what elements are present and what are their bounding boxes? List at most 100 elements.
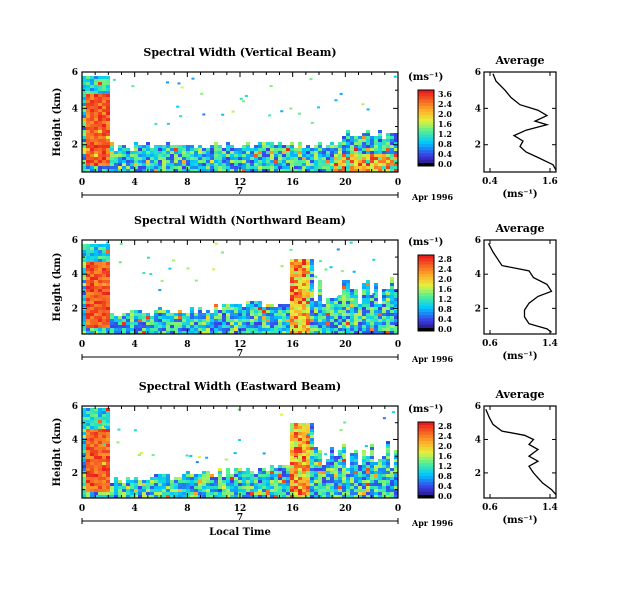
heatmap-cell bbox=[102, 435, 106, 438]
heatmap-cell bbox=[362, 298, 366, 301]
heatmap-cell bbox=[106, 163, 110, 166]
heatmap-cell bbox=[266, 310, 270, 313]
heatmap-cell bbox=[170, 148, 174, 151]
heatmap-cell bbox=[102, 477, 106, 480]
heatmap-cell bbox=[290, 468, 294, 471]
heatmap-cell bbox=[358, 145, 362, 148]
heatmap-cell bbox=[94, 447, 98, 450]
heatmap-cell bbox=[106, 82, 110, 85]
heatmap-cell bbox=[154, 151, 158, 154]
heatmap-cell bbox=[286, 319, 290, 322]
heatmap-cell bbox=[146, 142, 150, 145]
heatmap-cell bbox=[298, 169, 302, 172]
heatmap-cell bbox=[382, 474, 386, 477]
heatmap-cell bbox=[86, 280, 90, 283]
heatmap-cell bbox=[134, 148, 138, 151]
heatmap-cell bbox=[222, 307, 226, 310]
heatmap-cell bbox=[310, 316, 314, 319]
heatmap-cell bbox=[158, 160, 162, 163]
heatmap-cell bbox=[194, 313, 198, 316]
heatmap-cell bbox=[350, 160, 354, 163]
heatmap-cell bbox=[306, 298, 310, 301]
heatmap-cell bbox=[302, 151, 306, 154]
heatmap-cell bbox=[146, 319, 150, 322]
heatmap-cell bbox=[234, 313, 238, 316]
heatmap-cell bbox=[310, 322, 314, 325]
heatmap-cell bbox=[358, 474, 362, 477]
heatmap-cell bbox=[214, 331, 218, 334]
heatmap-cell bbox=[262, 480, 266, 483]
heatmap-cell bbox=[306, 277, 310, 280]
heatmap-cell bbox=[274, 310, 278, 313]
heatmap-cell bbox=[378, 486, 382, 489]
heatmap-cell bbox=[90, 271, 94, 274]
heatmap-cell bbox=[118, 160, 122, 163]
heatmap-cell bbox=[358, 142, 362, 145]
heatmap-cell bbox=[306, 322, 310, 325]
heatmap-cell bbox=[352, 270, 356, 273]
heatmap-cell bbox=[82, 118, 86, 121]
heatmap-cell bbox=[334, 322, 338, 325]
heatmap-cell bbox=[210, 328, 214, 331]
colorbar-swatch bbox=[418, 112, 434, 116]
heatmap-cell bbox=[98, 253, 102, 256]
heatmap-cell bbox=[354, 160, 358, 163]
heatmap-cell bbox=[346, 154, 350, 157]
heatmap-cell bbox=[86, 262, 90, 265]
heatmap-cell bbox=[350, 477, 354, 480]
heatmap-cell bbox=[82, 444, 86, 447]
heatmap-cell bbox=[106, 97, 110, 100]
heatmap-cell bbox=[102, 91, 106, 94]
heatmap-cell bbox=[354, 325, 358, 328]
heatmap-cell bbox=[334, 483, 338, 486]
heatmap-cell bbox=[374, 480, 378, 483]
heatmap-cell bbox=[390, 151, 394, 154]
heatmap-cell bbox=[310, 480, 314, 483]
heatmap-cell bbox=[210, 151, 214, 154]
heatmap-cell bbox=[102, 331, 106, 334]
panel-3: Spectral Width (Eastward Beam)0 4 8 12 16 20 0… bbox=[52, 380, 558, 538]
heatmap-cell bbox=[90, 289, 94, 292]
heatmap-cell bbox=[298, 313, 302, 316]
heatmap-cell bbox=[162, 163, 166, 166]
heatmap-cell bbox=[258, 316, 262, 319]
heatmap-cell bbox=[286, 492, 290, 495]
heatmap-cell bbox=[106, 121, 110, 124]
heatmap-cell bbox=[90, 268, 94, 271]
heatmap-cell bbox=[98, 118, 102, 121]
heatmap-cell bbox=[178, 163, 182, 166]
heatmap-cell bbox=[350, 292, 354, 295]
heatmap-cell bbox=[350, 136, 354, 139]
heatmap-cell bbox=[94, 169, 98, 172]
heatmap-cell bbox=[318, 145, 322, 148]
heatmap-cell bbox=[98, 444, 102, 447]
heatmap-cell bbox=[254, 495, 258, 498]
heatmap-cell bbox=[106, 124, 110, 127]
heatmap-cell bbox=[190, 169, 194, 172]
heatmap-cell bbox=[318, 157, 322, 160]
profile-y-tick-label: 4 bbox=[475, 270, 481, 280]
heatmap-cell bbox=[310, 277, 314, 280]
heatmap-cell bbox=[214, 477, 218, 480]
heatmap-cell bbox=[214, 310, 218, 313]
heatmap-cell bbox=[294, 298, 298, 301]
heatmap-cell bbox=[258, 331, 262, 334]
heatmap-cell bbox=[350, 307, 354, 310]
heatmap-cell bbox=[302, 316, 306, 319]
heatmap-cell bbox=[106, 166, 110, 169]
heatmap-cell bbox=[302, 289, 306, 292]
heatmap-cell bbox=[182, 474, 186, 477]
heatmap-cell bbox=[82, 85, 86, 88]
heatmap-cell bbox=[366, 316, 370, 319]
heatmap-cell bbox=[90, 411, 94, 414]
heatmap-cell bbox=[326, 169, 330, 172]
heatmap-cell bbox=[242, 328, 246, 331]
heatmap-cell bbox=[210, 157, 214, 160]
heatmap-cell bbox=[238, 307, 242, 310]
heatmap-cell bbox=[374, 462, 378, 465]
heatmap-cell bbox=[270, 148, 274, 151]
heatmap-cell bbox=[382, 139, 386, 142]
heatmap-cell bbox=[294, 277, 298, 280]
heatmap-cell bbox=[86, 492, 90, 495]
heatmap-cell bbox=[98, 289, 102, 292]
